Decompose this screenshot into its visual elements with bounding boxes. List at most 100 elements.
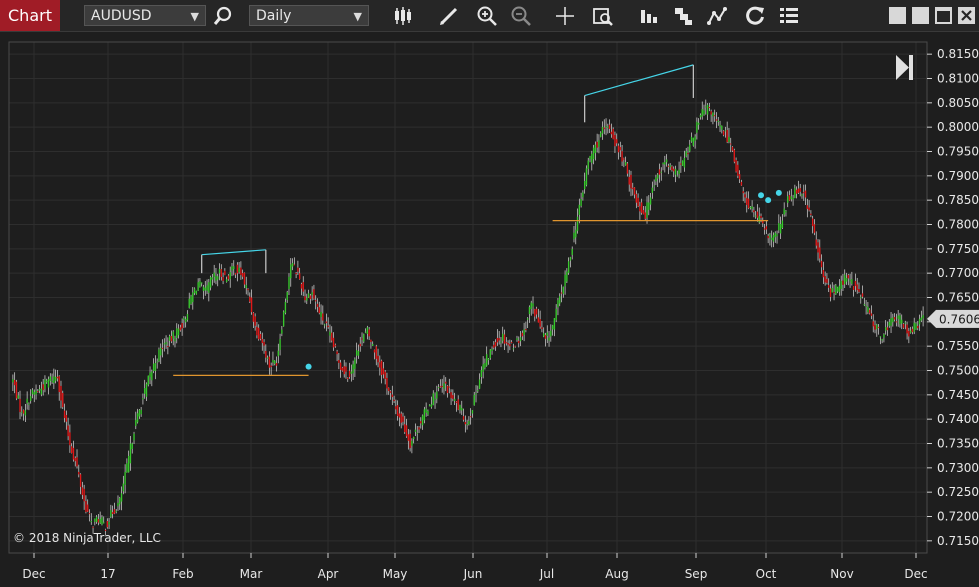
chart-tab[interactable]: Chart bbox=[0, 0, 60, 31]
candle-up bbox=[363, 334, 365, 342]
candle-down bbox=[304, 296, 306, 301]
maximize-button[interactable] bbox=[935, 7, 952, 24]
candle-up bbox=[266, 357, 269, 359]
refresh-icon[interactable] bbox=[744, 5, 766, 27]
candle-up bbox=[430, 404, 433, 408]
crosshair-icon[interactable] bbox=[554, 5, 576, 27]
instrument-selector[interactable]: AUDUSD ▼ bbox=[84, 5, 206, 26]
candle-down bbox=[395, 406, 397, 410]
candle-down bbox=[906, 324, 908, 334]
close-button[interactable] bbox=[958, 7, 975, 24]
candle-up bbox=[653, 185, 655, 187]
candle-down bbox=[639, 206, 641, 212]
candle-up bbox=[749, 206, 752, 208]
candle-up bbox=[443, 383, 445, 389]
candle-up bbox=[44, 379, 46, 389]
candle-up bbox=[665, 159, 668, 163]
zoom-in-icon[interactable] bbox=[476, 5, 498, 27]
drawing-objects bbox=[173, 64, 782, 376]
candle-down bbox=[856, 284, 858, 291]
candle-up bbox=[277, 350, 279, 357]
x-tick-label: Jun bbox=[463, 567, 483, 581]
properties-icon[interactable] bbox=[778, 5, 800, 27]
candle-up bbox=[662, 162, 664, 165]
candle-up bbox=[792, 197, 794, 200]
candle-down bbox=[254, 316, 256, 326]
candle-up bbox=[176, 328, 178, 339]
candle-up bbox=[38, 388, 41, 391]
candle-up bbox=[567, 261, 570, 273]
candle-down bbox=[493, 344, 495, 348]
candle-up bbox=[690, 136, 693, 142]
candle-up bbox=[211, 277, 214, 280]
candle-up bbox=[434, 398, 436, 401]
candle-up bbox=[712, 112, 714, 117]
candle-up bbox=[883, 334, 885, 338]
candle-up bbox=[863, 304, 866, 306]
tile-window-button[interactable] bbox=[889, 7, 906, 24]
candle-down bbox=[446, 385, 449, 393]
candle-up bbox=[140, 409, 142, 415]
candle-down bbox=[407, 434, 410, 441]
zoom-out-icon[interactable] bbox=[510, 5, 532, 27]
candle-down bbox=[908, 330, 910, 337]
scroll-to-end-icon[interactable] bbox=[896, 55, 913, 80]
candle-up bbox=[272, 359, 274, 363]
strategies-icon[interactable] bbox=[638, 5, 660, 27]
candle-up bbox=[133, 433, 135, 441]
candle-up bbox=[486, 354, 488, 366]
candle-up bbox=[771, 237, 773, 240]
candle-up bbox=[502, 333, 504, 341]
candle-down bbox=[67, 425, 69, 437]
chart-grid bbox=[9, 42, 927, 553]
candle-down bbox=[167, 346, 169, 348]
candle-down bbox=[295, 272, 297, 275]
draw-tool-icon[interactable] bbox=[438, 5, 460, 27]
candle-down bbox=[339, 362, 342, 370]
chart-style-icon[interactable] bbox=[706, 5, 728, 27]
candle-up bbox=[311, 292, 313, 295]
candle-down bbox=[760, 215, 762, 219]
candle-up bbox=[922, 315, 924, 319]
candle-up bbox=[657, 174, 659, 179]
candle-down bbox=[261, 339, 263, 344]
chart-background bbox=[0, 32, 979, 587]
candle-up bbox=[209, 277, 212, 288]
bar-type-icon[interactable] bbox=[392, 5, 414, 27]
candle-up bbox=[174, 338, 176, 342]
interval-value: Daily bbox=[256, 8, 292, 24]
candle-down bbox=[315, 300, 317, 302]
candle-down bbox=[687, 153, 689, 155]
candle-down bbox=[917, 325, 919, 329]
candle-down bbox=[92, 526, 94, 528]
candle-up bbox=[569, 257, 572, 261]
candle-down bbox=[817, 242, 819, 253]
search-icon[interactable] bbox=[212, 5, 234, 27]
candle-up bbox=[703, 110, 705, 115]
candle-down bbox=[396, 405, 399, 417]
candle-down bbox=[494, 341, 497, 347]
candle-down bbox=[60, 385, 62, 401]
indicators-icon[interactable] bbox=[672, 5, 694, 27]
candle-up bbox=[466, 423, 468, 425]
candle-up bbox=[694, 136, 696, 141]
candle-down bbox=[388, 387, 390, 392]
candle-down bbox=[448, 386, 450, 388]
minimize-button[interactable] bbox=[912, 7, 929, 24]
data-box-icon[interactable] bbox=[592, 5, 614, 27]
candle-up bbox=[607, 126, 609, 128]
candle-up bbox=[589, 156, 591, 160]
candle-down bbox=[327, 325, 329, 328]
candle-up bbox=[587, 160, 589, 169]
candle-down bbox=[619, 147, 621, 151]
candle-down bbox=[733, 149, 735, 162]
interval-selector[interactable]: Daily ▼ bbox=[249, 5, 369, 26]
candle-up bbox=[580, 199, 582, 206]
candle-down bbox=[868, 309, 871, 314]
candle-down bbox=[642, 210, 645, 215]
candle-down bbox=[441, 385, 443, 387]
candle-down bbox=[560, 292, 563, 294]
candle-up bbox=[888, 321, 890, 326]
candle-up bbox=[699, 115, 702, 118]
